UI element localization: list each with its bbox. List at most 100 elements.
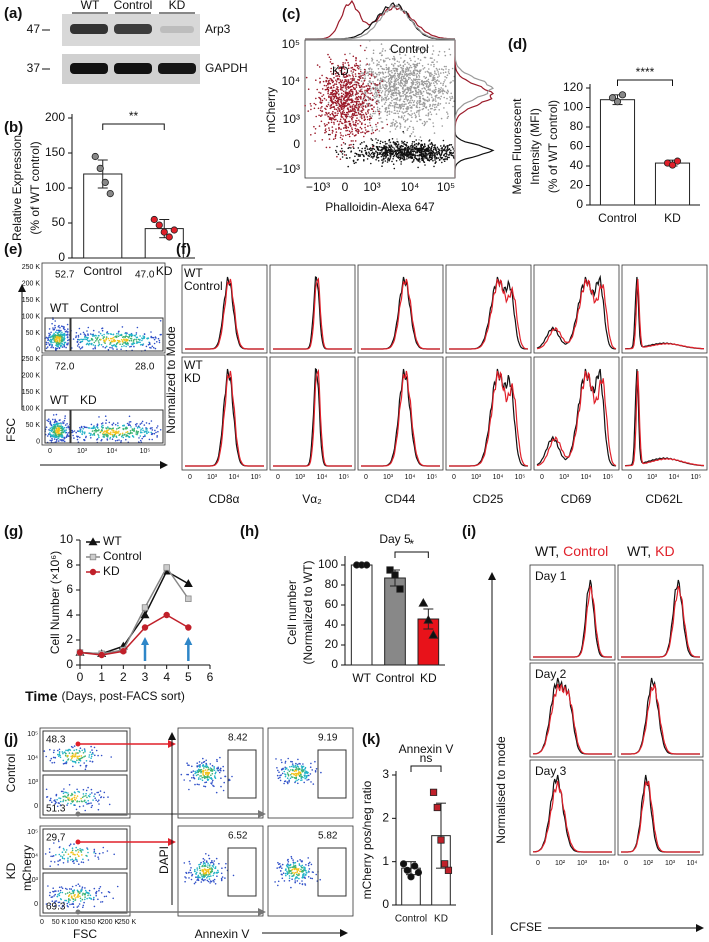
event-dot bbox=[364, 86, 366, 88]
event-dot bbox=[50, 420, 52, 422]
event-dot bbox=[450, 93, 452, 95]
event-dot bbox=[75, 754, 77, 756]
event-dot bbox=[319, 78, 321, 80]
y-tick-label: 150 K bbox=[22, 297, 41, 304]
event-dot bbox=[409, 58, 411, 60]
event-dot bbox=[404, 115, 406, 117]
event-dot bbox=[205, 764, 207, 766]
event-dot bbox=[210, 763, 212, 765]
event-dot bbox=[114, 341, 116, 343]
arrow-head bbox=[488, 572, 496, 580]
event-dot bbox=[399, 83, 401, 85]
event-dot bbox=[355, 135, 357, 137]
event-dot bbox=[434, 104, 436, 106]
event-dot bbox=[364, 100, 366, 102]
event-dot bbox=[336, 98, 338, 100]
event-dot bbox=[340, 137, 342, 139]
event-dot bbox=[411, 143, 413, 145]
event-dot bbox=[287, 772, 289, 774]
band bbox=[70, 63, 108, 74]
event-dot bbox=[126, 340, 128, 342]
event-dot bbox=[97, 801, 99, 803]
event-dot bbox=[381, 43, 383, 45]
event-dot bbox=[397, 145, 399, 147]
event-dot bbox=[427, 81, 429, 83]
event-dot bbox=[412, 104, 414, 106]
event-dot bbox=[76, 789, 78, 791]
event-dot bbox=[128, 337, 130, 339]
event-dot bbox=[379, 53, 381, 55]
event-dot bbox=[389, 110, 391, 112]
event-dot bbox=[366, 146, 368, 148]
event-dot bbox=[335, 150, 337, 152]
event-dot bbox=[337, 120, 339, 122]
event-dot bbox=[58, 429, 60, 431]
event-dot bbox=[59, 752, 61, 754]
event-dot bbox=[428, 100, 430, 102]
x-tick-label: Control bbox=[395, 914, 427, 925]
event-dot bbox=[332, 111, 334, 113]
event-dot bbox=[399, 145, 401, 147]
event-dot bbox=[409, 100, 411, 102]
event-dot bbox=[127, 339, 129, 341]
event-dot bbox=[424, 146, 426, 148]
event-dot bbox=[149, 343, 151, 345]
event-dot bbox=[384, 88, 386, 90]
event-dot bbox=[101, 423, 103, 425]
event-dot bbox=[390, 75, 392, 77]
event-dot bbox=[74, 745, 76, 747]
event-dot bbox=[415, 158, 417, 160]
event-dot bbox=[422, 123, 424, 125]
event-dot bbox=[444, 51, 446, 53]
event-dot bbox=[446, 111, 448, 113]
event-dot bbox=[358, 104, 360, 106]
event-dot bbox=[448, 71, 450, 73]
event-dot bbox=[120, 440, 122, 442]
event-dot bbox=[328, 122, 330, 124]
event-dot bbox=[137, 431, 139, 433]
event-dot bbox=[193, 770, 195, 772]
event-dot bbox=[275, 758, 277, 760]
event-dot bbox=[391, 72, 393, 74]
event-dot bbox=[359, 87, 361, 89]
event-dot bbox=[384, 141, 386, 143]
event-dot bbox=[396, 110, 398, 112]
event-dot bbox=[109, 347, 111, 349]
event-dot bbox=[141, 438, 143, 440]
event-dot bbox=[398, 155, 400, 157]
event-dot bbox=[395, 98, 397, 100]
event-dot bbox=[295, 763, 297, 765]
event-dot bbox=[443, 107, 445, 109]
event-dot bbox=[358, 132, 360, 134]
event-dot bbox=[333, 98, 335, 100]
event-dot bbox=[51, 430, 53, 432]
event-dot bbox=[202, 777, 204, 779]
y-tick-label: 100 bbox=[563, 100, 583, 114]
event-dot bbox=[61, 337, 63, 339]
event-dot bbox=[423, 87, 425, 89]
event-dot bbox=[355, 120, 357, 122]
event-dot bbox=[427, 64, 429, 66]
event-dot bbox=[181, 774, 183, 776]
event-dot bbox=[345, 84, 347, 86]
event-dot bbox=[394, 73, 396, 75]
data-point bbox=[121, 648, 127, 654]
event-dot bbox=[431, 114, 433, 116]
event-dot bbox=[400, 150, 402, 152]
event-dot bbox=[333, 122, 335, 124]
event-dot bbox=[410, 102, 412, 104]
event-dot bbox=[284, 767, 286, 769]
event-dot bbox=[361, 85, 363, 87]
event-dot bbox=[358, 105, 360, 107]
event-dot bbox=[415, 139, 417, 141]
event-dot bbox=[80, 765, 82, 767]
event-dot bbox=[46, 342, 48, 344]
event-dot bbox=[391, 161, 393, 163]
event-dot bbox=[376, 65, 378, 67]
event-dot bbox=[50, 335, 52, 337]
event-dot bbox=[341, 93, 343, 95]
data-point bbox=[186, 596, 192, 602]
event-dot bbox=[357, 82, 359, 84]
event-dot bbox=[419, 79, 421, 81]
event-dot bbox=[93, 330, 95, 332]
